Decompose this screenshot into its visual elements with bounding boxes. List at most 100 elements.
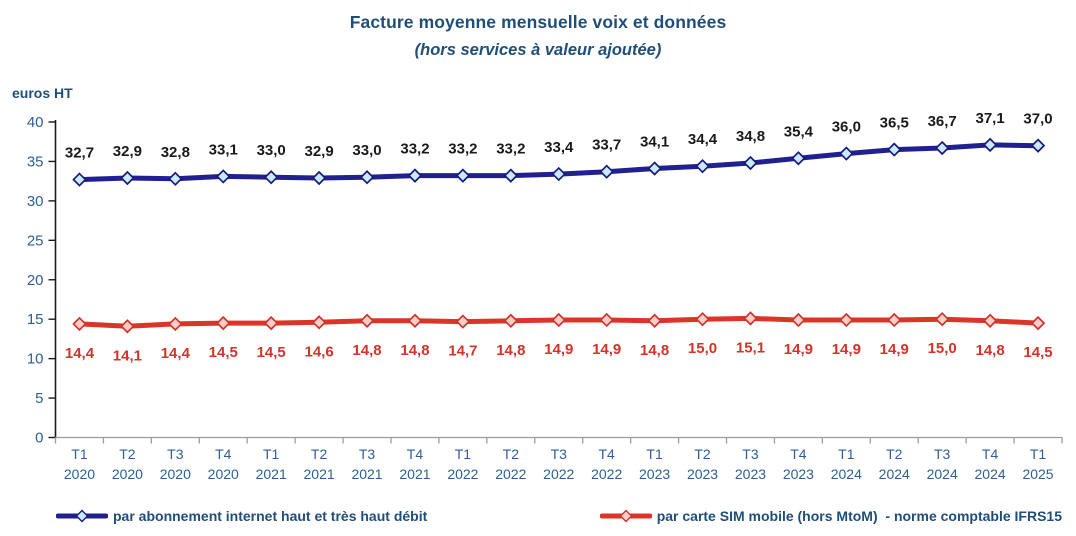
- data-value-label: 14,7: [448, 343, 477, 360]
- svg-text:2022: 2022: [495, 466, 526, 482]
- svg-text:10: 10: [27, 351, 44, 368]
- data-value-label: 37,1: [976, 110, 1005, 127]
- series-1-value-labels: 14,4 14,1 14,4 14,5 14,5 14,6 14,8 14,8 14,7 14,8…: [65, 339, 1053, 364]
- data-value-label: 35,4: [784, 123, 814, 140]
- data-point-marker: [551, 312, 566, 328]
- svg-text:T2: T2: [503, 446, 520, 462]
- data-point-marker: [982, 313, 998, 328]
- chart-subtitle: (hors services à valeur ajoutée): [414, 41, 662, 59]
- data-point-marker: [839, 312, 854, 328]
- svg-text:T3: T3: [167, 446, 184, 462]
- svg-text:2021: 2021: [256, 466, 287, 482]
- data-value-label: 14,8: [496, 342, 525, 359]
- data-value-label: 33,0: [352, 142, 381, 159]
- data-point-marker: [503, 168, 519, 183]
- legend-label-sim: par carte SIM mobile (hors MtoM) - norme…: [656, 508, 1062, 524]
- svg-text:T3: T3: [742, 446, 759, 462]
- data-point-marker: [72, 172, 87, 187]
- x-axis-ticks: [54, 437, 1063, 444]
- data-value-label: 33,7: [592, 137, 621, 154]
- svg-text:T2: T2: [694, 446, 711, 462]
- legend-line-marker-icon: [56, 509, 108, 523]
- data-value-label: 15,0: [928, 340, 957, 357]
- data-value-label: 32,9: [305, 143, 334, 160]
- legend-label-internet: par abonnement internet haut et très hau…: [113, 508, 428, 524]
- svg-text:2020: 2020: [208, 466, 239, 482]
- data-point-marker: [934, 311, 950, 327]
- data-value-label: 14,8: [352, 342, 381, 359]
- y-axis-ticks: 0 5 10 15 20 25 30 35 40: [27, 114, 56, 447]
- data-point-marker: [647, 161, 662, 176]
- data-value-label: 14,9: [832, 341, 861, 358]
- svg-text:30: 30: [27, 193, 44, 210]
- data-point-marker: [263, 315, 279, 331]
- series-0-group: 32,7 32,9 32,8 33,1 33,0 32,9 33,0 33,2 33,2 33,2…: [65, 110, 1053, 187]
- svg-text:T4: T4: [407, 446, 424, 462]
- svg-text:20: 20: [27, 272, 44, 289]
- svg-text:T4: T4: [982, 446, 999, 462]
- data-value-label: 15,1: [736, 339, 765, 356]
- series-0-value-labels: 32,7 32,9 32,8 33,1 33,0 32,9 33,0 33,2 33,2 33,2…: [65, 110, 1053, 162]
- svg-text:2023: 2023: [639, 466, 670, 482]
- data-point-marker: [791, 151, 806, 166]
- svg-text:2023: 2023: [783, 466, 814, 482]
- svg-text:T1: T1: [646, 446, 663, 462]
- svg-text:2021: 2021: [399, 466, 430, 482]
- data-value-label: 36,7: [928, 113, 957, 130]
- data-point-marker: [503, 313, 519, 328]
- svg-text:T1: T1: [1030, 446, 1047, 462]
- svg-text:T4: T4: [599, 446, 616, 462]
- data-value-label: 14,5: [257, 344, 286, 361]
- svg-text:2025: 2025: [1022, 466, 1053, 482]
- data-point-marker: [168, 171, 183, 186]
- data-point-marker: [120, 170, 135, 186]
- data-point-marker: [982, 137, 998, 153]
- data-point-marker: [791, 312, 806, 328]
- svg-text:T2: T2: [119, 446, 136, 462]
- svg-text:2022: 2022: [447, 466, 478, 482]
- svg-text:T3: T3: [551, 446, 568, 462]
- data-point-marker: [311, 170, 327, 186]
- data-value-label: 14,8: [400, 342, 429, 359]
- data-value-label: 14,5: [1023, 344, 1052, 361]
- data-point-marker: [407, 313, 423, 328]
- data-point-marker: [599, 164, 614, 179]
- data-value-label: 36,0: [832, 119, 861, 136]
- x-axis-labels: T1 2020 T2 2020 T3 2020 T4 2020 T1 2021 T2 2021 T3 20…: [64, 446, 1054, 482]
- svg-text:2023: 2023: [735, 466, 766, 482]
- svg-text:2020: 2020: [160, 466, 191, 482]
- data-value-label: 14,9: [880, 341, 909, 358]
- data-point-marker: [934, 140, 950, 156]
- svg-text:T4: T4: [790, 446, 807, 462]
- data-point-marker: [743, 311, 758, 326]
- data-point-marker: [455, 314, 471, 329]
- data-point-marker: [120, 319, 135, 334]
- data-value-label: 33,1: [209, 141, 238, 158]
- svg-text:T2: T2: [311, 446, 328, 462]
- data-point-marker: [263, 170, 279, 185]
- svg-text:2022: 2022: [543, 466, 574, 482]
- data-value-label: 14,1: [113, 347, 142, 364]
- data-point-marker: [1030, 138, 1046, 153]
- data-value-label: 14,8: [976, 342, 1005, 359]
- svg-text:2023: 2023: [687, 466, 718, 482]
- data-point-marker: [839, 146, 854, 161]
- data-point-marker: [407, 168, 423, 183]
- legend-line-marker-icon: [599, 509, 652, 523]
- data-value-label: 34,4: [688, 131, 718, 148]
- data-value-label: 14,9: [784, 341, 813, 358]
- data-point-marker: [72, 316, 87, 332]
- data-value-label: 34,8: [736, 128, 765, 145]
- data-value-label: 14,5: [209, 344, 238, 361]
- data-point-marker: [887, 312, 902, 328]
- data-value-label: 34,1: [640, 134, 669, 151]
- chart-legend: par abonnement internet haut et très hau…: [0, 501, 1076, 531]
- data-point-marker: [599, 312, 614, 328]
- svg-text:2024: 2024: [831, 466, 862, 482]
- svg-text:35: 35: [27, 153, 44, 170]
- legend-item-sim: par carte SIM mobile (hors MtoM) - norme…: [599, 508, 1062, 524]
- data-point-marker: [359, 313, 375, 328]
- svg-text:40: 40: [27, 114, 44, 131]
